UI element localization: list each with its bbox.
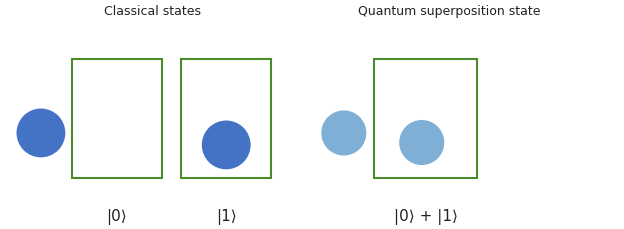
Bar xyxy=(181,60,271,179)
Ellipse shape xyxy=(322,112,366,155)
Text: Quantum superposition state: Quantum superposition state xyxy=(358,5,540,18)
Text: |1⟩: |1⟩ xyxy=(216,208,236,224)
Ellipse shape xyxy=(400,121,444,165)
Text: Classical states: Classical states xyxy=(104,5,202,18)
Bar xyxy=(374,60,477,179)
Ellipse shape xyxy=(17,110,65,157)
Ellipse shape xyxy=(202,122,250,169)
Text: |0⟩ + |1⟩: |0⟩ + |1⟩ xyxy=(394,208,458,224)
Text: |0⟩: |0⟩ xyxy=(107,208,127,224)
Bar xyxy=(72,60,162,179)
